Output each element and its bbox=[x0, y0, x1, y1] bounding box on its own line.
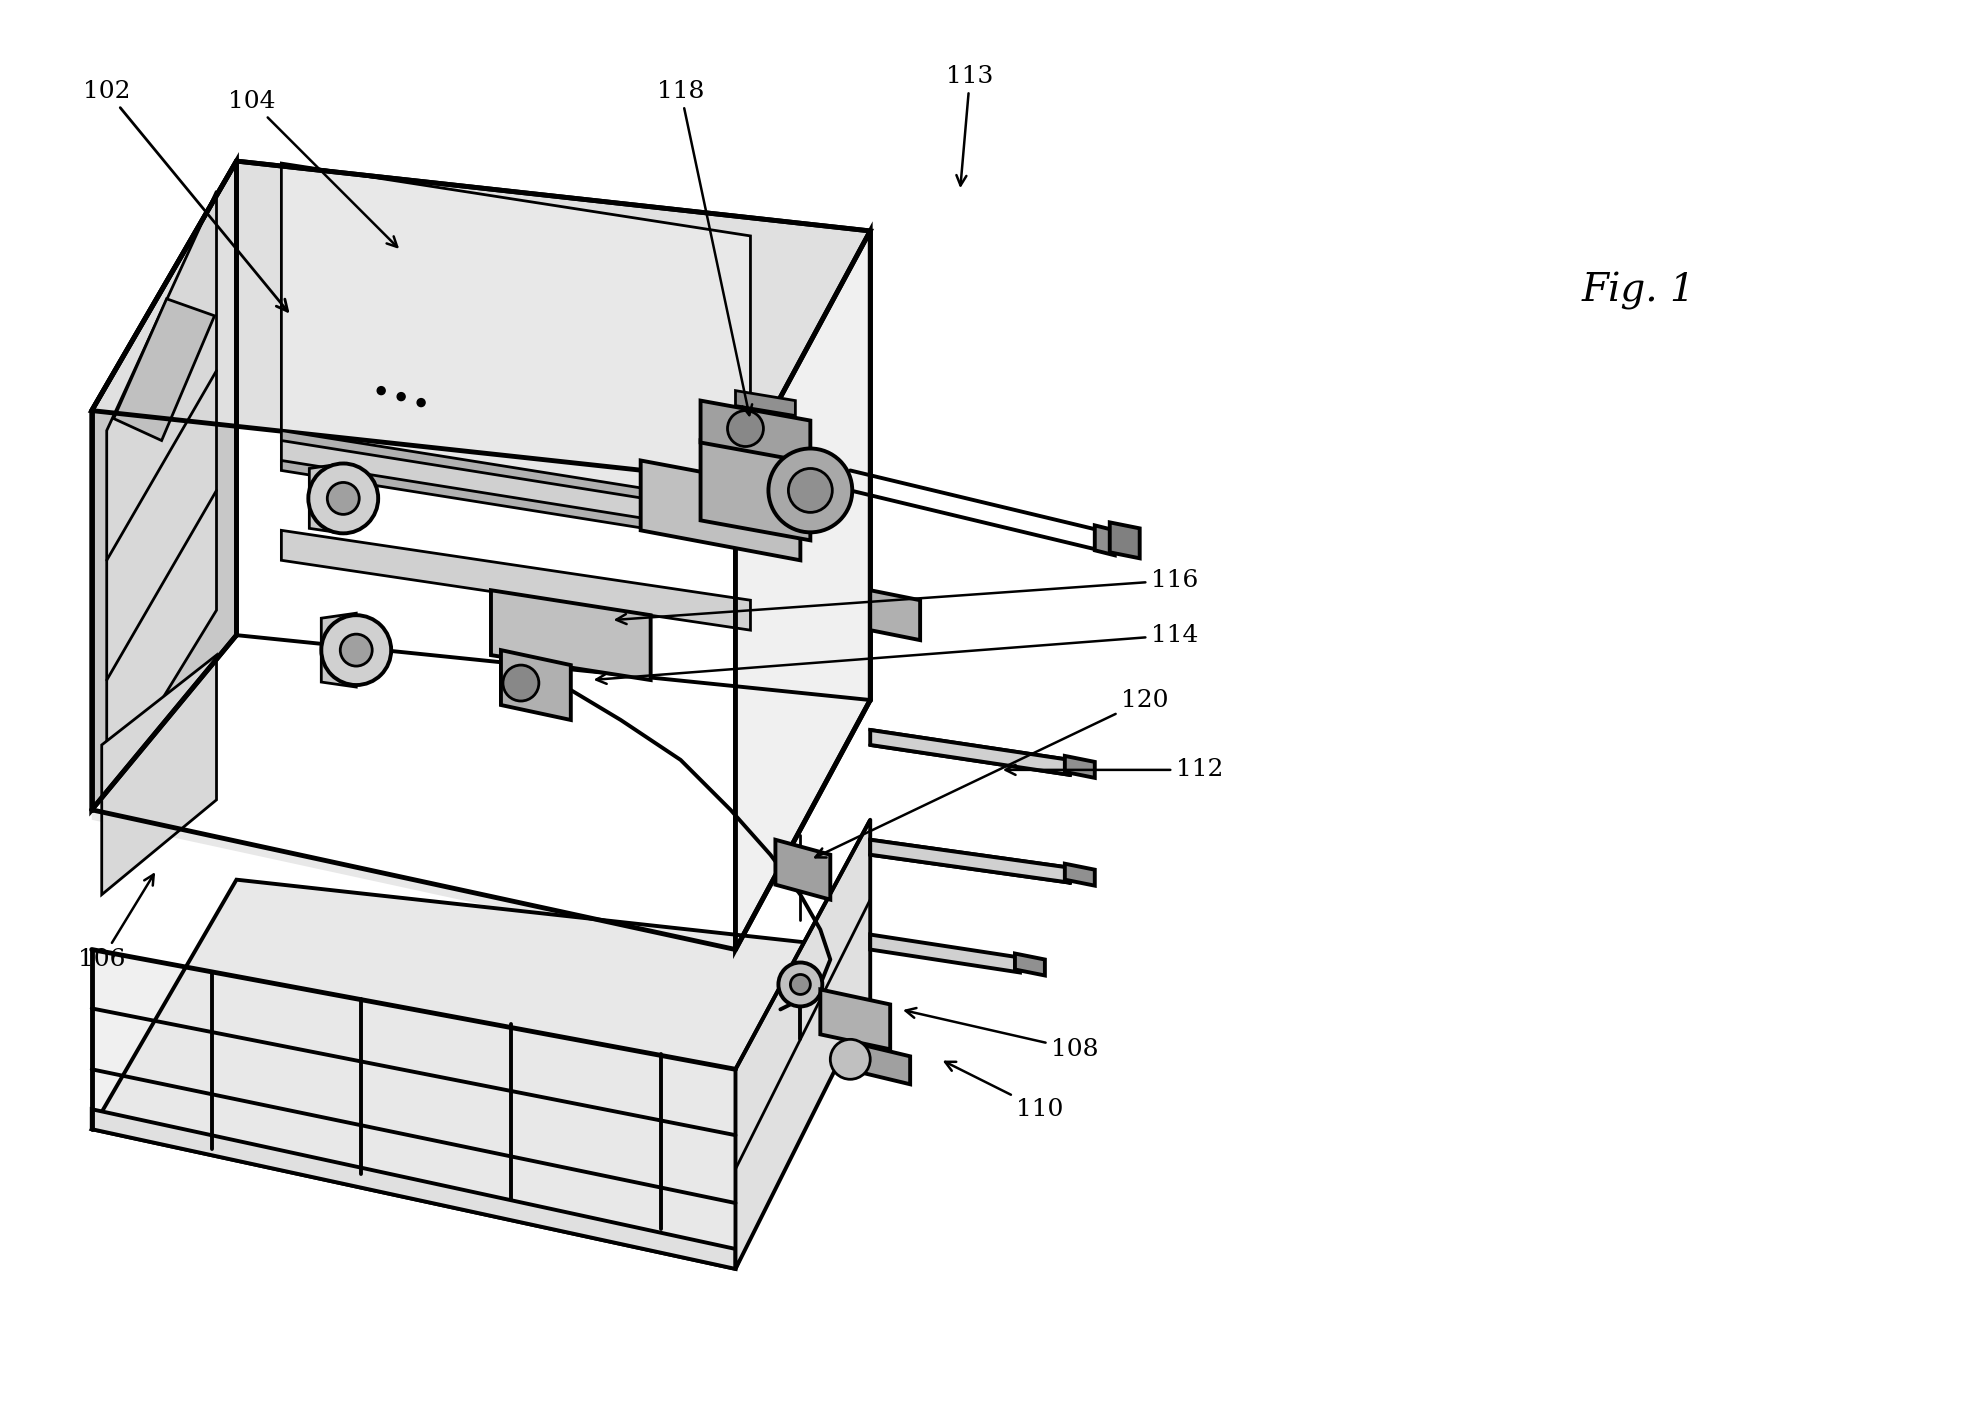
Polygon shape bbox=[735, 231, 871, 950]
Text: 113: 113 bbox=[946, 65, 993, 186]
Polygon shape bbox=[640, 460, 800, 561]
Polygon shape bbox=[735, 391, 796, 416]
Circle shape bbox=[790, 974, 810, 994]
Circle shape bbox=[727, 410, 764, 446]
Polygon shape bbox=[871, 934, 1020, 973]
Polygon shape bbox=[93, 879, 871, 1269]
Polygon shape bbox=[93, 950, 735, 1269]
Polygon shape bbox=[282, 430, 751, 515]
Polygon shape bbox=[102, 655, 217, 895]
Polygon shape bbox=[93, 1109, 735, 1269]
Circle shape bbox=[418, 399, 426, 406]
Polygon shape bbox=[106, 192, 217, 790]
Text: 104: 104 bbox=[229, 89, 398, 247]
Circle shape bbox=[398, 392, 406, 400]
Polygon shape bbox=[1095, 525, 1115, 555]
Polygon shape bbox=[282, 530, 751, 630]
Polygon shape bbox=[282, 460, 751, 545]
Text: 110: 110 bbox=[946, 1062, 1064, 1120]
Polygon shape bbox=[1066, 755, 1095, 778]
Polygon shape bbox=[861, 1044, 910, 1085]
Circle shape bbox=[327, 483, 359, 514]
Circle shape bbox=[341, 635, 372, 666]
Polygon shape bbox=[701, 440, 810, 541]
Circle shape bbox=[778, 963, 821, 1007]
Polygon shape bbox=[282, 163, 751, 510]
Circle shape bbox=[768, 449, 853, 532]
Text: 116: 116 bbox=[617, 569, 1198, 623]
Circle shape bbox=[376, 386, 386, 395]
Polygon shape bbox=[309, 463, 343, 534]
Polygon shape bbox=[491, 591, 650, 680]
Circle shape bbox=[502, 665, 540, 701]
Text: 120: 120 bbox=[816, 689, 1168, 858]
Polygon shape bbox=[1015, 953, 1044, 976]
Polygon shape bbox=[871, 839, 1070, 883]
Polygon shape bbox=[871, 730, 1070, 775]
Polygon shape bbox=[500, 650, 571, 720]
Circle shape bbox=[309, 463, 378, 534]
Polygon shape bbox=[93, 160, 871, 480]
Circle shape bbox=[321, 615, 392, 684]
Polygon shape bbox=[820, 990, 890, 1049]
Polygon shape bbox=[282, 436, 751, 541]
Text: Fig. 1: Fig. 1 bbox=[1582, 271, 1696, 310]
Text: 108: 108 bbox=[906, 1008, 1099, 1061]
Text: 114: 114 bbox=[597, 623, 1198, 684]
Text: 112: 112 bbox=[1005, 758, 1223, 781]
Polygon shape bbox=[701, 400, 810, 463]
Text: 102: 102 bbox=[83, 80, 288, 311]
Polygon shape bbox=[776, 839, 829, 900]
Circle shape bbox=[829, 1039, 871, 1079]
Polygon shape bbox=[735, 819, 871, 1269]
Polygon shape bbox=[114, 298, 215, 440]
Polygon shape bbox=[93, 160, 236, 809]
Polygon shape bbox=[1109, 523, 1141, 558]
Text: 106: 106 bbox=[79, 875, 154, 971]
Circle shape bbox=[788, 469, 831, 513]
Text: 118: 118 bbox=[656, 80, 753, 415]
Polygon shape bbox=[1066, 863, 1095, 886]
Polygon shape bbox=[321, 613, 357, 687]
Polygon shape bbox=[93, 809, 735, 960]
Polygon shape bbox=[871, 591, 920, 640]
